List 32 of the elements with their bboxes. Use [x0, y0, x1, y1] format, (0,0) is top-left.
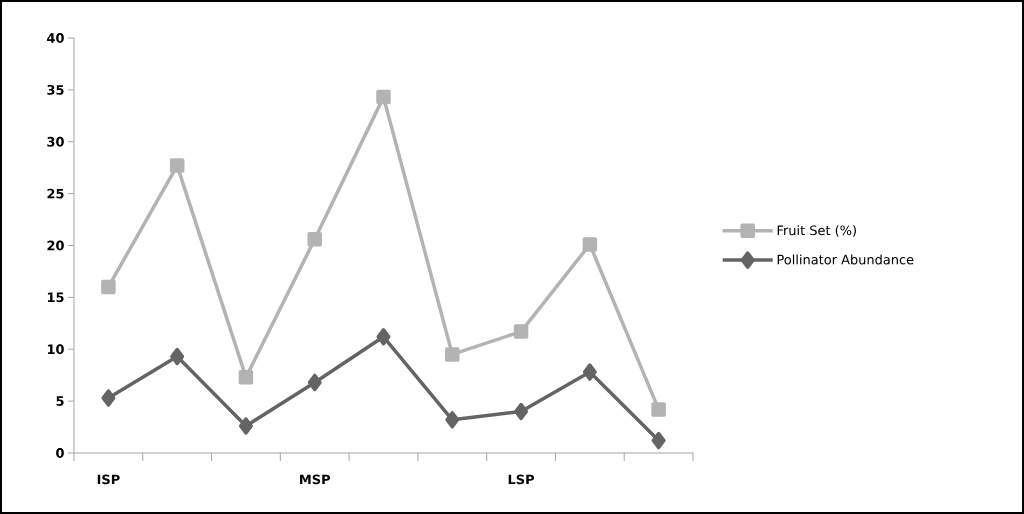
point: [101, 279, 116, 295]
y-tick-label: 25: [47, 188, 64, 199]
point: [101, 389, 116, 407]
y-tick-label: 30: [47, 136, 64, 147]
point: [376, 328, 391, 346]
y-tick-label: 0: [56, 448, 64, 458]
x-tick-label: MSP: [300, 474, 331, 485]
y-tick-label: 15: [47, 292, 64, 303]
y-tick-label: 10: [47, 344, 64, 355]
legend-label: Pollinator Abundance: [777, 254, 914, 265]
y-tick-label: 40: [47, 33, 64, 43]
point: [513, 324, 529, 339]
point: [582, 363, 597, 381]
point: [582, 237, 598, 252]
point: [445, 347, 460, 362]
y-tick-label: 20: [47, 240, 64, 251]
x-tick-label: ISP: [97, 474, 120, 485]
point: [651, 431, 666, 450]
y-tick-label: 5: [56, 396, 64, 406]
point: [307, 232, 322, 247]
point: [169, 158, 185, 173]
x-tick-label: LSP: [508, 474, 535, 485]
point: [238, 370, 254, 385]
y-tick-label: 35: [47, 84, 64, 95]
point: [445, 411, 460, 429]
point: [238, 417, 253, 435]
point: [376, 89, 391, 105]
legend-label: Fruit Set (%): [777, 225, 856, 237]
point: [170, 347, 185, 366]
point: [651, 402, 666, 417]
point: [514, 402, 529, 421]
point: [307, 373, 322, 392]
